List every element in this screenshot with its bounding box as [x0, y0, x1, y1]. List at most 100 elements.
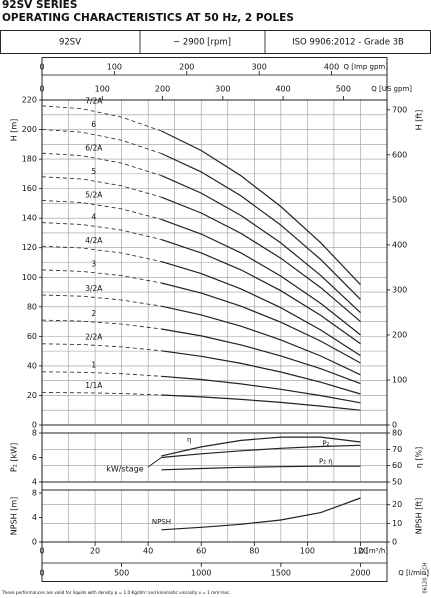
curve [161, 350, 361, 395]
y2-tick-label: 0 [392, 421, 397, 430]
y-tick-label: 6 [32, 453, 37, 462]
curve-dashed [41, 294, 162, 307]
curve-dashed [41, 371, 162, 377]
x-tick-label: 200 [179, 63, 194, 72]
panel-bg [42, 433, 387, 482]
curve [161, 239, 361, 345]
curve [161, 175, 361, 314]
x-tick-label: 300 [252, 63, 267, 72]
series-label: η [187, 436, 191, 444]
x-tick-label: 100 [95, 85, 110, 94]
y2-tick-label: 70 [392, 445, 402, 454]
curve-dashed [41, 269, 162, 284]
x-axis-label: Q [US gpm] [371, 85, 412, 93]
curve-dashed [41, 222, 162, 240]
curve [161, 196, 361, 323]
header-cell: 92SV [59, 38, 81, 48]
panel-frame [41, 489, 388, 543]
x-tick-label: 0 [39, 85, 44, 94]
series-label: 6/2A [85, 144, 103, 153]
curve-dashed [41, 319, 162, 330]
series-label: 1/1A [85, 381, 103, 390]
x-tick-label: 40 [143, 547, 153, 556]
series-label: 3 [91, 259, 96, 268]
y2-tick-label: 20 [392, 500, 402, 509]
y-tick-label: 20 [27, 391, 37, 400]
y-tick-label: 160 [22, 184, 37, 193]
curve [161, 305, 361, 376]
y2-axis-label: H [ft] [415, 110, 424, 131]
curve [161, 218, 361, 336]
chart-title: OPERATING CHARACTERISTICS AT 50 Hz, 2 PO… [2, 12, 294, 24]
y-tick-label: 4 [32, 478, 37, 487]
y2-tick-label: 400 [392, 240, 407, 249]
y-tick-label: 0 [32, 421, 37, 430]
curve [161, 152, 361, 300]
x-tick-label: 500 [336, 85, 351, 94]
series-label: 4/2A [85, 236, 103, 245]
x-tick-label: 0 [39, 569, 44, 578]
y-tick-label: 60 [27, 332, 37, 341]
y2-tick-label: 10 [392, 519, 402, 528]
curve [161, 261, 361, 357]
series-label: P₂ η [319, 458, 333, 466]
y2-tick-label: 700 [392, 105, 407, 114]
curve [161, 394, 361, 411]
x-axis-label: Q [Imp gpm] [344, 63, 389, 71]
x-tick-label: 1500 [271, 569, 291, 578]
y2-axis-label: NPSH [ft] [415, 498, 424, 535]
series-label: 4 [91, 213, 96, 222]
y2-tick-label: 100 [392, 375, 407, 384]
curve-dashed [41, 343, 162, 352]
curve-dashed [41, 176, 162, 198]
x-tick-label: 0 [39, 547, 44, 556]
x-axis-label: Q [m³/h] [358, 547, 388, 555]
x-tick-label: 100 [300, 547, 315, 556]
x-tick-label: 0 [39, 63, 44, 72]
curve-dashed [41, 392, 162, 396]
y-tick-label: 40 [27, 361, 37, 370]
series-label: 7/2A [85, 97, 103, 106]
series-label: 6 [91, 120, 96, 129]
y-tick-label: 200 [22, 125, 37, 134]
curve [161, 282, 361, 364]
curve [161, 375, 361, 404]
x-axis-label: Q [l/min] [398, 569, 429, 577]
curve-dashed [41, 152, 162, 176]
x-tick-label: 500 [114, 569, 129, 578]
series-label: 1 [91, 360, 96, 369]
y2-tick-label: 0 [392, 538, 397, 547]
series-label: P₂ [322, 439, 329, 447]
y2-tick-label: 200 [392, 330, 407, 339]
y2-tick-label: 600 [392, 150, 407, 159]
x-tick-label: 200 [155, 85, 170, 94]
y-axis-label: H [m] [10, 119, 19, 142]
y-tick-label: 220 [22, 96, 37, 105]
y2-tick-label: 50 [392, 478, 402, 487]
x-tick-label: 100 [107, 63, 122, 72]
y-tick-label: 0 [32, 538, 37, 547]
y2-tick-label: 60 [392, 461, 402, 470]
x-tick-label: 1000 [191, 569, 211, 578]
curve [161, 444, 361, 459]
series-label: 3/2A [85, 284, 103, 293]
y2-tick-label: 500 [392, 195, 407, 204]
annotation-pointer [147, 457, 162, 468]
panel-frame [41, 99, 388, 426]
y-tick-label: 100 [22, 273, 37, 282]
y-tick-label: 80 [27, 302, 37, 311]
series-label: 5 [91, 167, 96, 176]
y2-axis-label: η [%] [415, 447, 424, 468]
header-cell: ~ 2900 [rpm] [173, 38, 231, 48]
series-title: 92SV SERIES [2, 0, 77, 11]
x-tick-label: 60 [196, 547, 206, 556]
panel-bg [42, 490, 387, 542]
curve [161, 436, 361, 457]
curve-dashed [41, 105, 162, 132]
x-tick-label: 20 [90, 547, 100, 556]
curve [161, 497, 361, 531]
curve [161, 465, 361, 471]
curve-dashed [41, 200, 162, 220]
series-label: 2 [91, 309, 96, 318]
